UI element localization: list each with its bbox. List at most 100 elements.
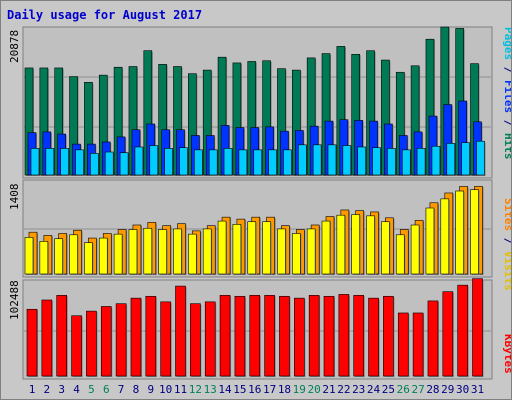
x-tick-label-25: 25 — [382, 383, 395, 396]
sites-bar-15 — [232, 224, 242, 275]
sites-bar-18 — [277, 228, 286, 275]
kbytes-bar-14 — [219, 295, 231, 377]
kbytes-bar-28 — [427, 300, 439, 377]
kbytes-bar-21 — [323, 295, 335, 377]
x-tick-label-30: 30 — [456, 383, 469, 396]
kbytes-bar-26 — [397, 312, 409, 377]
pages-bar-6 — [104, 151, 114, 176]
kbytes-bar-5 — [86, 310, 97, 377]
lab-bot-part-1: KBytes — [502, 334, 511, 374]
x-axis-labels: 1 2 3 4 5 6 7 8 9 10 11 12 13 14 15 16 17 18 19 20 21 22 23 24 2… — [29, 383, 484, 396]
pages-bar-3 — [60, 148, 70, 176]
sites-bar-26 — [395, 234, 405, 275]
x-tick-label-7: 7 — [118, 383, 125, 396]
kbytes-bar-13 — [204, 301, 216, 377]
kbytes-bar-20 — [308, 295, 320, 377]
kbytes-bar-6 — [100, 306, 112, 377]
pages-bar-27 — [416, 148, 426, 176]
pages-bar-15 — [238, 149, 248, 176]
sites-bar-20 — [306, 228, 316, 275]
kbytes-bar-25 — [383, 295, 394, 377]
x-tick-label-10: 10 — [159, 383, 172, 396]
pages-bar-23 — [357, 146, 367, 176]
x-tick-label-4: 4 — [73, 383, 80, 396]
pages-bar-18 — [283, 149, 292, 176]
sites-bar-6 — [98, 237, 108, 275]
x-tick-label-11: 11 — [174, 383, 187, 396]
pages-bar-9 — [149, 145, 159, 176]
pages-bar-5 — [90, 153, 99, 176]
x-tick-label-24: 24 — [367, 383, 381, 396]
kbytes-bar-7 — [115, 303, 127, 377]
x-tick-label-21: 21 — [322, 383, 335, 396]
kbytes-bar-30 — [457, 284, 468, 377]
legend-label-middle: Sites / Visits — [502, 198, 511, 291]
pages-bar-13 — [208, 149, 218, 176]
sites-bar-10 — [158, 229, 167, 275]
pages-bar-28 — [431, 145, 441, 176]
x-tick-label-19: 19 — [293, 383, 306, 396]
kbytes-bar-2 — [41, 299, 53, 377]
sites-bar-8 — [128, 229, 138, 275]
sites-bar-29 — [440, 198, 450, 275]
pages-bar-1 — [30, 148, 40, 176]
y-tick-middle: 1408 — [8, 184, 21, 211]
kbytes-bar-31 — [472, 278, 483, 377]
lab-mid-part-1: Sites — [502, 198, 511, 231]
pages-bar-19 — [297, 144, 307, 176]
kbytes-bar-15 — [234, 295, 246, 377]
x-tick-label-5: 5 — [88, 383, 95, 396]
pages-bar-21 — [327, 144, 337, 176]
x-tick-label-22: 22 — [337, 383, 350, 396]
pages-bar-22 — [342, 145, 352, 176]
chart-title: Daily usage for August 2017 — [7, 8, 202, 22]
sites-bar-31 — [470, 189, 479, 275]
x-tick-label-17: 17 — [263, 383, 276, 396]
pages-bar-11 — [179, 147, 188, 176]
sites-bar-17 — [262, 221, 271, 275]
x-tick-label-13: 13 — [204, 383, 217, 396]
x-tick-label-12: 12 — [189, 383, 202, 396]
sites-bar-28 — [425, 207, 435, 275]
sites-bar-14 — [217, 220, 227, 275]
sites-bar-12 — [188, 233, 197, 275]
kbytes-bar-10 — [160, 301, 171, 377]
sites-bar-19 — [291, 233, 301, 275]
sites-bar-1 — [24, 237, 34, 275]
x-tick-label-3: 3 — [58, 383, 65, 396]
x-tick-label-16: 16 — [248, 383, 261, 396]
x-tick-label-20: 20 — [308, 383, 321, 396]
y-tick-bottom: 102488 — [8, 280, 21, 320]
x-tick-label-1: 1 — [29, 383, 36, 396]
kbytes-bar-4 — [71, 315, 82, 377]
pages-bar-29 — [446, 143, 456, 176]
kbytes-bar-17 — [264, 295, 275, 377]
pages-bar-4 — [75, 149, 84, 176]
bars-bottom — [26, 278, 484, 377]
lab-top-part-1: Pages — [502, 27, 511, 60]
lab-mid-part-3: Visits — [502, 251, 511, 291]
legend-label-top: Pages / Files / Hits — [502, 27, 511, 160]
pages-bar-2 — [45, 148, 55, 176]
kbytes-bar-24 — [368, 297, 379, 377]
x-tick-label-31: 31 — [471, 383, 484, 396]
lab-mid-part-2: / — [502, 231, 511, 251]
kbytes-bar-12 — [190, 303, 201, 377]
kbytes-bar-9 — [145, 295, 157, 377]
x-tick-label-6: 6 — [103, 383, 110, 396]
pages-bar-16 — [253, 149, 263, 176]
kbytes-bar-19 — [293, 297, 305, 377]
pages-bar-26 — [401, 149, 411, 176]
pages-bar-7 — [119, 152, 129, 176]
legend-label-bottom: KBytes — [502, 334, 511, 374]
bars-top — [24, 26, 486, 177]
sites-bar-24 — [366, 215, 375, 275]
lab-top-part-5: Hits — [502, 133, 511, 160]
sites-bar-27 — [410, 224, 420, 275]
x-tick-label-8: 8 — [133, 383, 140, 396]
sites-bar-7 — [113, 233, 123, 275]
x-tick-label-15: 15 — [233, 383, 246, 396]
sites-bar-4 — [69, 234, 78, 275]
